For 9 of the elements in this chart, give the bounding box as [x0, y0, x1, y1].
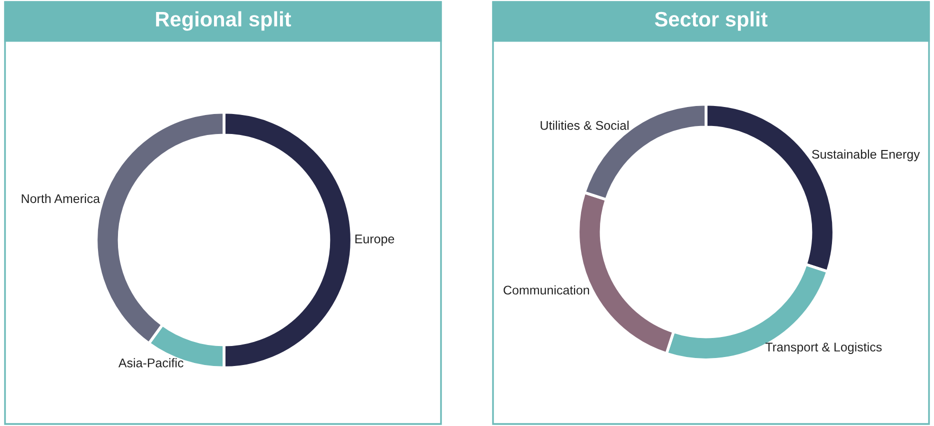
slice-label: Europe — [355, 234, 394, 246]
slice-label: Transport & Logistics — [765, 342, 882, 354]
slice-label: Utilities & Social — [540, 120, 629, 130]
slice-label: Sustainable Energy — [812, 150, 920, 162]
chart-title: Sector split — [654, 11, 768, 31]
slice-label: North America — [22, 194, 100, 204]
slice-label: Communication — [504, 285, 590, 295]
slice-label: Asia-Pacific — [118, 358, 184, 368]
chart-title: Regional split — [156, 11, 292, 31]
